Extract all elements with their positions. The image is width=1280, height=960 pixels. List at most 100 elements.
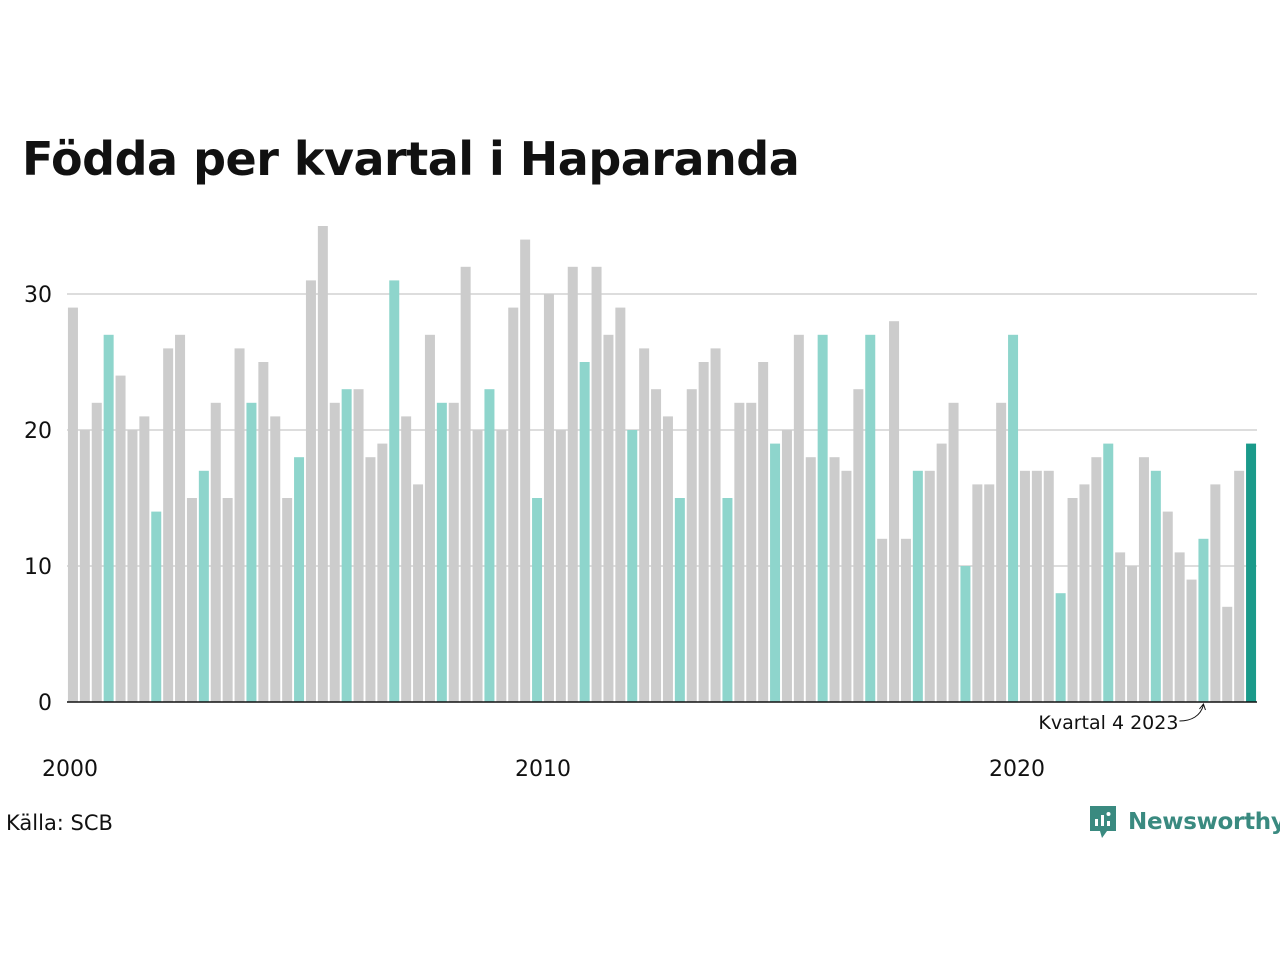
bar <box>353 389 364 702</box>
bar <box>210 402 221 702</box>
bar <box>1246 443 1257 702</box>
bar <box>341 389 352 702</box>
bar <box>305 280 316 702</box>
bar <box>294 457 305 702</box>
bar <box>115 375 126 702</box>
annotation-label: Kvartal 4 2023 <box>1038 712 1178 734</box>
bar <box>662 416 673 702</box>
bar <box>674 498 685 702</box>
bar <box>1079 484 1090 702</box>
bar <box>1138 457 1149 702</box>
bar <box>496 430 507 702</box>
bar <box>1067 498 1078 702</box>
bar <box>579 362 590 702</box>
bar <box>532 498 543 702</box>
bar <box>436 402 447 702</box>
brand-name: Newsworthy <box>1128 809 1280 835</box>
newsworthy-logo-icon <box>1090 806 1116 838</box>
bar <box>1091 457 1102 702</box>
bar <box>139 416 150 702</box>
bar <box>91 402 102 702</box>
bar <box>1115 552 1126 702</box>
bar <box>984 484 995 702</box>
bar <box>413 484 424 702</box>
x-axis-tick-labels: 2000 2010 2020 <box>42 757 1045 782</box>
bar <box>520 239 531 702</box>
bar <box>615 307 626 702</box>
bar <box>329 402 340 702</box>
bars <box>67 226 1257 702</box>
bar <box>424 334 435 702</box>
bar <box>1174 552 1185 702</box>
bar <box>781 430 792 702</box>
bar <box>67 307 78 702</box>
bar <box>1186 579 1197 702</box>
bar <box>79 430 90 702</box>
bar <box>936 443 947 702</box>
bar <box>365 457 376 702</box>
bar <box>651 389 662 702</box>
bar <box>686 389 697 702</box>
bar <box>270 416 281 702</box>
bar <box>1008 334 1019 702</box>
bar <box>627 430 638 702</box>
bar <box>1043 470 1054 702</box>
bar <box>746 402 757 702</box>
y-tick-label: 10 <box>24 555 52 580</box>
bar <box>1210 484 1221 702</box>
bar <box>853 389 864 702</box>
bar <box>198 470 209 702</box>
bar <box>151 511 162 702</box>
bar <box>555 430 566 702</box>
y-tick-label: 0 <box>38 691 52 716</box>
bar <box>460 266 471 702</box>
bar <box>996 402 1007 702</box>
bar <box>793 334 804 702</box>
bar <box>639 348 650 702</box>
bar <box>948 402 959 702</box>
bar-chart: 0 10 20 30 2000 2010 2020 Kvartal 4 2023 <box>24 226 1257 782</box>
bar <box>603 334 614 702</box>
bar <box>448 402 459 702</box>
bar <box>912 470 923 702</box>
gridlines <box>67 293 1257 567</box>
bar <box>1222 606 1233 702</box>
bar <box>127 430 138 702</box>
bar <box>924 470 935 702</box>
bar <box>1150 470 1161 702</box>
brand: Newsworthy <box>1088 804 1280 840</box>
bar <box>817 334 828 702</box>
bar <box>722 498 733 702</box>
y-tick-label: 30 <box>24 283 52 308</box>
bar <box>163 348 174 702</box>
bar <box>758 362 769 702</box>
bar <box>484 389 495 702</box>
bar <box>186 498 197 702</box>
bar <box>377 443 388 702</box>
bar <box>710 348 721 702</box>
bar <box>1198 538 1209 702</box>
bar <box>1019 470 1030 702</box>
bar <box>222 498 233 702</box>
bar <box>1031 470 1042 702</box>
bar <box>865 334 876 702</box>
bar <box>234 348 245 702</box>
source-note: Källa: SCB <box>6 811 113 835</box>
bar <box>770 443 781 702</box>
bar <box>960 566 971 702</box>
bar <box>900 538 911 702</box>
chart-title: Födda per kvartal i Haparanda <box>22 132 800 186</box>
annotation: Kvartal 4 2023 <box>1038 702 1206 734</box>
bar <box>1234 470 1245 702</box>
bar <box>317 226 328 702</box>
bar <box>1055 593 1066 702</box>
bar <box>591 266 602 702</box>
bar <box>246 402 257 702</box>
bar <box>103 334 114 702</box>
bar <box>734 402 745 702</box>
bar <box>508 307 519 702</box>
bar <box>877 538 888 702</box>
x-tick-label: 2000 <box>42 757 98 782</box>
bar <box>829 457 840 702</box>
bar <box>1127 566 1138 702</box>
